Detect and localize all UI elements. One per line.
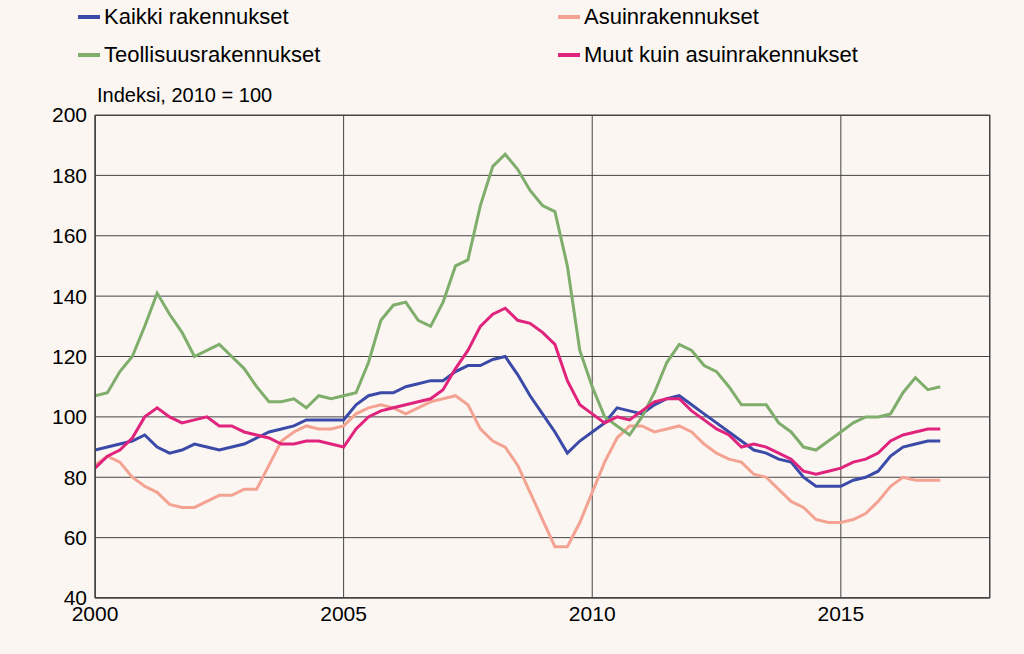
svg-text:80: 80 bbox=[64, 466, 87, 489]
html-text:Asuinrakennukset: Asuinrakennukset bbox=[584, 4, 759, 29]
svg-text:2010: 2010 bbox=[569, 602, 616, 625]
html-text:Kaikki rakennukset: Kaikki rakennukset bbox=[104, 4, 289, 29]
html-text:Muut kuin asuinrakennukset: Muut kuin asuinrakennukset bbox=[584, 42, 858, 67]
svg-text:2005: 2005 bbox=[320, 602, 367, 625]
svg-text:180: 180 bbox=[52, 164, 87, 187]
html-text:Indeksi, 2010 = 100: Indeksi, 2010 = 100 bbox=[97, 84, 273, 106]
svg-text:200: 200 bbox=[52, 103, 87, 126]
html-text:Teollisuusrakennukset: Teollisuusrakennukset bbox=[104, 42, 321, 67]
svg-text:120: 120 bbox=[52, 345, 87, 368]
svg-text:40: 40 bbox=[64, 586, 87, 609]
svg-text:60: 60 bbox=[64, 526, 87, 549]
svg-text:140: 140 bbox=[52, 285, 87, 308]
svg-text:2015: 2015 bbox=[817, 602, 864, 625]
svg-text:160: 160 bbox=[52, 224, 87, 247]
svg-text:2000: 2000 bbox=[71, 601, 119, 625]
svg-text:100: 100 bbox=[52, 405, 87, 428]
